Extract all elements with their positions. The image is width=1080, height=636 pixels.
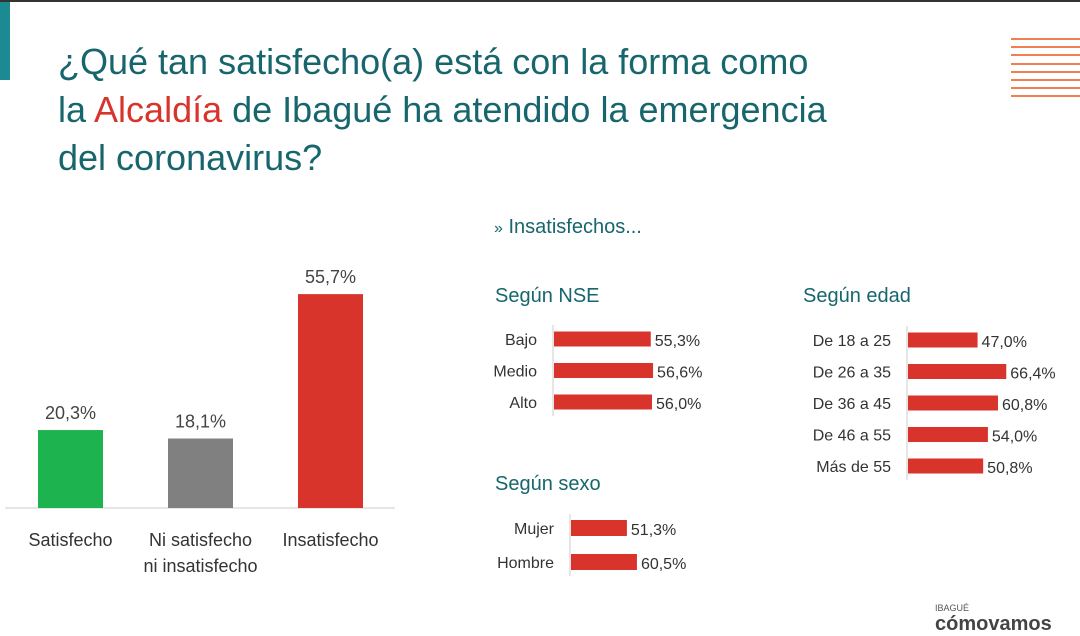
category-label: Ni satisfecho (149, 530, 252, 550)
data-label: 18,1% (175, 411, 226, 431)
data-label: 51,3% (631, 522, 676, 539)
title-text: la (58, 89, 95, 130)
stripes-decoration (1011, 38, 1080, 104)
logo-city: IBAGUÉ (935, 603, 970, 613)
bar (571, 520, 627, 536)
data-label: 47,0% (982, 334, 1027, 351)
category-label: Alto (509, 395, 537, 412)
edad-title: Según edad (803, 285, 911, 307)
page-title: ¿Qué tan satisfecho(a) está con la forma… (58, 38, 938, 182)
category-label: De 46 a 55 (813, 428, 891, 445)
title-line-3: del coronavirus? (58, 137, 323, 178)
bar (908, 458, 984, 474)
bar (38, 430, 103, 508)
title-highlight: Alcaldía (94, 89, 223, 130)
accent-bar (0, 2, 10, 80)
double-chevron-icon: » (494, 220, 503, 237)
sexo-title: Según sexo (495, 473, 601, 495)
category-label: Más de 55 (816, 459, 891, 476)
subtitle: » Insatisfechos... (494, 216, 642, 239)
title-line-1: ¿Qué tan satisfecho(a) está con la forma… (58, 41, 809, 82)
bar (908, 332, 978, 348)
bar (554, 331, 651, 347)
data-label: 20,3% (45, 403, 96, 423)
subtitle-text: Insatisfechos... (508, 216, 642, 238)
data-label: 60,5% (641, 556, 686, 573)
bar (908, 427, 988, 442)
category-label: Satisfecho (28, 530, 112, 550)
data-label: 56,6% (657, 365, 702, 382)
data-label: 56,0% (656, 396, 701, 413)
category-label: Insatisfecho (282, 530, 378, 550)
category-label: De 26 a 35 (813, 365, 891, 382)
bar (908, 395, 998, 411)
bar (554, 394, 652, 410)
category-label: ni insatisfecho (143, 556, 257, 576)
data-label: 60,8% (1002, 397, 1047, 414)
category-label: Mujer (514, 521, 555, 538)
title-text: de Ibagué ha atendido la emergencia (222, 89, 827, 130)
data-label: 55,3% (655, 333, 700, 350)
category-label: De 36 a 45 (813, 396, 891, 413)
data-label: 54,0% (992, 429, 1037, 446)
category-label: Hombre (497, 555, 554, 572)
category-label: Medio (493, 364, 537, 381)
data-label: 50,8% (987, 460, 1032, 477)
bar (298, 294, 363, 508)
bar (571, 554, 637, 570)
data-label: 66,4% (1010, 366, 1055, 383)
data-label: 55,7% (305, 267, 356, 287)
top-border (0, 0, 1080, 2)
bar (908, 364, 1007, 379)
nse-title: Según NSE (495, 285, 600, 307)
category-label: De 18 a 25 (813, 333, 891, 350)
bar (554, 363, 654, 378)
bar (168, 438, 233, 508)
category-label: Bajo (505, 332, 537, 349)
